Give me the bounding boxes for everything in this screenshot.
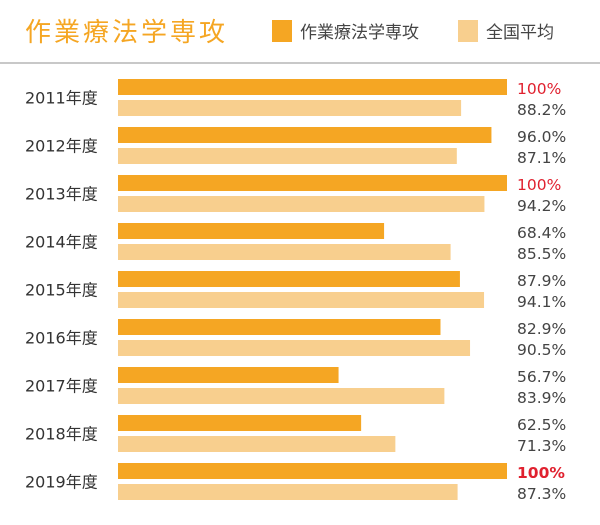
legend-label-major: 作業療法学専攻 bbox=[300, 23, 419, 43]
bar-major bbox=[118, 415, 362, 431]
chart-header: 作業療法学専攻 作業療法学専攻 全国平均 bbox=[0, 0, 600, 62]
year-label: 2014年度 bbox=[25, 233, 98, 252]
year-label: 2017年度 bbox=[25, 377, 98, 396]
value-label-national: 85.5% bbox=[517, 245, 566, 263]
year-label: 2012年度 bbox=[25, 137, 98, 156]
value-label-major: 87.9% bbox=[517, 272, 566, 290]
value-label-national: 88.2% bbox=[517, 101, 566, 119]
value-label-national: 94.2% bbox=[517, 197, 566, 215]
bar-national bbox=[118, 292, 485, 308]
year-label: 2013年度 bbox=[25, 185, 98, 204]
value-label-major: 68.4% bbox=[517, 224, 566, 242]
bar-major bbox=[118, 463, 507, 479]
bar-major bbox=[118, 319, 441, 335]
year-label: 2015年度 bbox=[25, 281, 98, 300]
legend-swatch-major bbox=[272, 19, 292, 42]
bar-national bbox=[118, 388, 445, 404]
legend-item-major: 作業療法学専攻 bbox=[272, 18, 419, 43]
value-label-major: 100% bbox=[517, 80, 561, 98]
legend-item-national: 全国平均 bbox=[458, 18, 554, 43]
bar-national bbox=[118, 148, 457, 164]
year-label: 2011年度 bbox=[25, 89, 98, 108]
legend-swatch-national bbox=[458, 19, 478, 42]
bar-national bbox=[118, 484, 458, 500]
value-label-national: 83.9% bbox=[517, 389, 566, 407]
bar-major bbox=[118, 223, 385, 239]
header-divider bbox=[0, 62, 600, 64]
bar-major bbox=[118, 79, 507, 95]
bar-national bbox=[118, 100, 462, 116]
bar-major bbox=[118, 271, 460, 287]
value-label-major: 100% bbox=[517, 176, 561, 194]
bar-national bbox=[118, 436, 396, 452]
year-label: 2016年度 bbox=[25, 329, 98, 348]
bar-national bbox=[118, 196, 485, 212]
value-label-major: 100% bbox=[517, 464, 565, 482]
value-label-national: 94.1% bbox=[517, 293, 566, 311]
value-label-national: 87.1% bbox=[517, 149, 566, 167]
legend-label-national: 全国平均 bbox=[486, 23, 554, 43]
value-label-national: 87.3% bbox=[517, 485, 566, 503]
value-label-major: 62.5% bbox=[517, 416, 566, 434]
bar-major bbox=[118, 127, 492, 143]
value-label-major: 82.9% bbox=[517, 320, 566, 338]
bar-major bbox=[118, 367, 339, 383]
chart-title: 作業療法学専攻 bbox=[25, 18, 229, 48]
value-label-major: 96.0% bbox=[517, 128, 566, 146]
bar-national bbox=[118, 244, 451, 260]
value-label-major: 56.7% bbox=[517, 368, 566, 386]
bar-national bbox=[118, 340, 471, 356]
value-label-national: 90.5% bbox=[517, 341, 566, 359]
value-label-national: 71.3% bbox=[517, 437, 566, 455]
bar-major bbox=[118, 175, 507, 191]
year-label: 2019年度 bbox=[25, 473, 98, 492]
year-label: 2018年度 bbox=[25, 425, 98, 444]
